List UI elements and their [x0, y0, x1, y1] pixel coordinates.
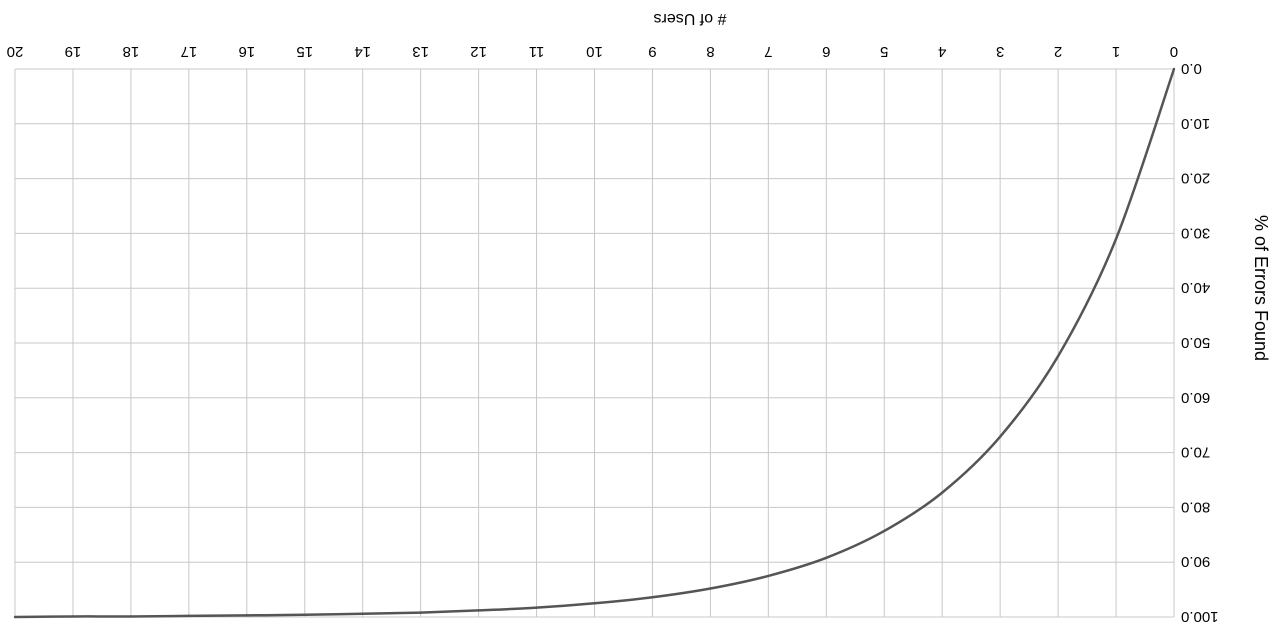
y-tick-label: 40.0 [1181, 279, 1210, 296]
x-tick-label: 18 [123, 43, 140, 60]
x-tick-label: 12 [470, 43, 487, 60]
y-tick-label: 10.0 [1181, 115, 1210, 132]
x-tick-label: 11 [529, 43, 545, 60]
data-point [361, 612, 364, 615]
data-point [709, 587, 712, 590]
data-point [1114, 237, 1118, 241]
data-point [13, 615, 17, 619]
y-tick-label: 80.0 [1181, 498, 1210, 515]
data-point [129, 615, 133, 618]
data-point [767, 574, 770, 578]
x-tick-label: 2 [1054, 43, 1062, 60]
x-tick-label: 13 [412, 43, 429, 60]
x-tick-label: 15 [296, 43, 313, 60]
x-tick-label: 14 [354, 43, 371, 60]
x-tick-label: 8 [706, 43, 714, 60]
data-point [477, 609, 480, 612]
y-tick-label: 90.0 [1181, 553, 1210, 570]
y-tick-label: 100.0 [1181, 608, 1219, 625]
data-point [419, 611, 422, 614]
y-tick-label: 30.0 [1181, 224, 1210, 241]
data-point [245, 614, 248, 617]
data-point [825, 556, 828, 560]
data-point [535, 606, 538, 609]
data-point [941, 491, 944, 494]
data-point [1172, 67, 1176, 71]
x-tick-label: 0 [1170, 43, 1178, 60]
x-tick-label: 19 [65, 43, 82, 60]
data-point [651, 596, 654, 599]
grid [14, 68, 1175, 618]
y-tick-label: 70.0 [1181, 444, 1210, 461]
x-tick-label: 17 [181, 43, 198, 60]
y-axis-ticks: 0.0 10.0 20.0 30.0 40.0 50.0 60.0 70.0 80.0 90.0 1… [1181, 60, 1219, 625]
data-point [593, 602, 596, 605]
x-tick-label: 1 [1112, 43, 1120, 60]
x-tick-label: 7 [764, 43, 772, 60]
y-tick-label: 50.0 [1181, 334, 1210, 351]
data-point [1056, 354, 1060, 358]
y-tick-label: 20.0 [1181, 170, 1210, 187]
data-point [883, 529, 886, 533]
x-tick-label: 3 [996, 43, 1004, 60]
x-tick-label: 5 [880, 43, 888, 60]
x-tick-label: 20 [7, 43, 24, 60]
y-axis-label: % of Errors Found [1251, 215, 1269, 361]
x-tick-label: 6 [822, 43, 830, 60]
data-point [187, 614, 191, 618]
x-tick-label: 10 [586, 43, 603, 60]
data-point [71, 615, 75, 618]
data-point [303, 613, 306, 617]
x-axis-label: # of Users [654, 10, 727, 27]
series-line [14, 68, 1176, 619]
y-tick-label: 60.0 [1181, 389, 1210, 406]
x-tick-label: 4 [938, 43, 946, 60]
series-group [13, 67, 1176, 619]
y-tick-label: 0.0 [1181, 60, 1202, 77]
x-tick-label: 16 [238, 43, 255, 60]
x-tick-label: 9 [648, 43, 656, 60]
data-point [998, 435, 1002, 438]
